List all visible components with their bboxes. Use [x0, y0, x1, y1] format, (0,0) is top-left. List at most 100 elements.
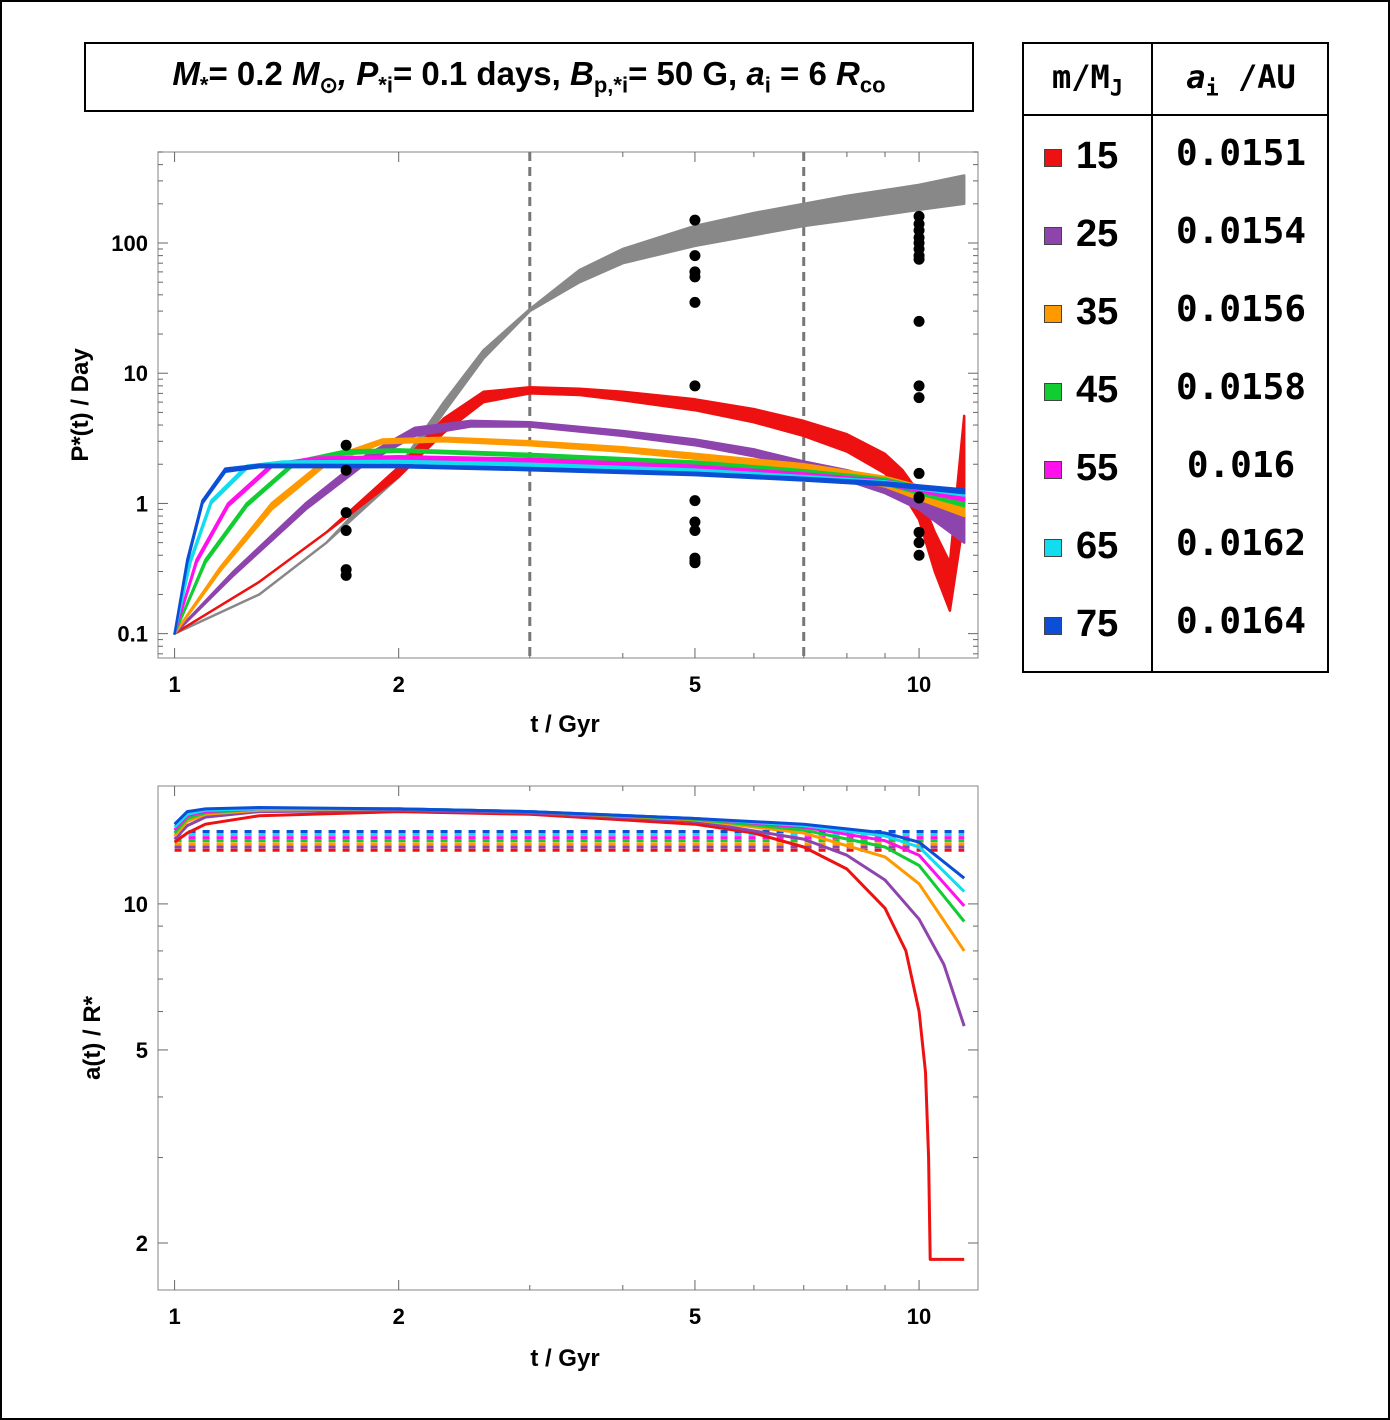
mass-legend-table: m/MJ ai /AU 15 0.0151 25 0.0154 35 0.0156 45 0.… — [1022, 42, 1329, 673]
title-r-sub: co — [859, 72, 886, 98]
stellar-spin-period-x-tick-label: 10 — [907, 672, 931, 697]
spin-band-25 — [173, 419, 966, 635]
observed-point — [913, 537, 925, 549]
parameter-title-box: M*= 0.2 M⊙, P*i= 0.1 days, Bp,*i= 50 G, … — [84, 42, 974, 112]
stellar-spin-period-x-axis-label: t / Gyr — [530, 711, 599, 738]
title-msun-sub: ⊙ — [319, 72, 338, 98]
legend-header-divider — [1024, 114, 1327, 116]
legend-mass-75: 75 — [1076, 603, 1119, 645]
observed-point — [340, 569, 352, 581]
observed-point — [689, 555, 701, 567]
title-a-value: = 6 — [770, 55, 837, 93]
observed-point — [913, 549, 925, 561]
title-msun: M — [291, 55, 320, 93]
stellar-spin-period-x-tick-label: 1 — [168, 672, 180, 697]
spin-band-75 — [173, 463, 966, 635]
observed-point — [340, 524, 352, 536]
legend-header-mass: m/MJ — [1024, 58, 1151, 101]
orbital-separation-x-tick-label: 2 — [393, 1304, 405, 1329]
observed-point — [913, 315, 925, 327]
legend-mass-15: 15 — [1076, 135, 1119, 177]
legend-mass-25: 25 — [1076, 213, 1119, 255]
legend-header-mass-text: m/M — [1051, 58, 1110, 96]
legend-mass-65: 65 — [1076, 525, 1119, 567]
separation-line-75 — [173, 806, 966, 880]
legend-swatch-35 — [1044, 305, 1062, 323]
legend-row-75: 75 0.0164 — [1024, 597, 1327, 657]
legend-mass-45: 45 — [1076, 369, 1119, 411]
observed-point — [340, 439, 352, 451]
title-b-value: = 50 G, — [628, 55, 747, 93]
observed-point — [913, 467, 925, 479]
orbital-separation-x-tick-label: 5 — [689, 1304, 701, 1329]
stellar-spin-period-y-tick-label: 100 — [111, 231, 148, 256]
stellar-spin-period-axes-frame — [157, 151, 979, 659]
title-p-sub: *i — [378, 72, 393, 98]
stellar-spin-period-y-axis-label: P*(t) / Day — [67, 348, 94, 462]
legend-ai-35: 0.0156 — [1175, 289, 1307, 330]
observed-point — [913, 253, 925, 265]
legend-swatch-25 — [1044, 227, 1062, 245]
observed-point — [913, 210, 925, 222]
legend-row-25: 25 0.0154 — [1024, 207, 1327, 267]
orbital-separation-x-tick-label: 10 — [907, 1304, 931, 1329]
observed-point — [913, 392, 925, 404]
separation-line-45 — [173, 807, 966, 923]
legend-row-65: 65 0.0162 — [1024, 519, 1327, 579]
stellar-spin-period-plot-area — [173, 152, 966, 658]
legend-swatch-55 — [1044, 461, 1062, 479]
observed-point — [689, 271, 701, 283]
legend-row-35: 35 0.0156 — [1024, 285, 1327, 345]
legend-mass-55: 55 — [1076, 447, 1119, 489]
observed-point — [689, 380, 701, 392]
legend-ai-75: 0.0164 — [1175, 601, 1307, 642]
orbital-separation-axes-frame — [157, 785, 979, 1291]
title-mstar: M — [172, 55, 200, 93]
legend-mass-35: 35 — [1076, 291, 1119, 333]
orbital-separation-y-tick-label: 10 — [124, 892, 148, 917]
legend-swatch-65 — [1044, 539, 1062, 557]
separation-line-15 — [173, 810, 965, 1261]
orbital-separation-x-tick-label: 1 — [168, 1304, 180, 1329]
title-a-symbol: a — [746, 55, 765, 93]
legend-ai-65: 0.0162 — [1175, 523, 1307, 564]
stellar-spin-period-y-tick-label: 0.1 — [117, 622, 148, 647]
title-mstar-value: = 0.2 — [208, 55, 292, 93]
legend-swatch-15 — [1044, 149, 1062, 167]
observed-point — [689, 296, 701, 308]
title-b-sub: p,*i — [593, 72, 629, 98]
legend-row-45: 45 0.0158 — [1024, 363, 1327, 423]
legend-header-ai-sub: i — [1205, 76, 1219, 102]
legend-row-15: 15 0.0151 — [1024, 129, 1327, 189]
legend-ai-25: 0.0154 — [1175, 211, 1307, 252]
stellar-spin-period-x-tick-label: 5 — [689, 672, 701, 697]
legend-ai-45: 0.0158 — [1175, 367, 1307, 408]
orbital-separation-y-axis-label: a(t) / R* — [79, 995, 106, 1080]
legend-header-ai-symbol: a — [1186, 58, 1206, 96]
stellar-spin-period-y-tick-label: 10 — [124, 361, 148, 386]
legend-ai-55: 0.016 — [1186, 445, 1296, 486]
observed-point — [340, 507, 352, 519]
observed-point — [689, 214, 701, 226]
separation-line-55 — [173, 807, 966, 907]
observed-point — [689, 524, 701, 536]
title-p-symbol: , P — [337, 55, 379, 93]
title-mstar-sub: * — [199, 72, 209, 98]
observed-point — [340, 464, 352, 476]
observed-point — [913, 491, 925, 503]
legend-header-ai: ai /AU — [1153, 58, 1329, 101]
gray-band — [173, 174, 966, 635]
stellar-spin-period-x-tick-label: 2 — [393, 672, 405, 697]
legend-header-mass-sub: J — [1109, 76, 1124, 102]
legend-swatch-45 — [1044, 383, 1062, 401]
legend-row-55: 55 0.016 — [1024, 441, 1327, 501]
spin-band-15 — [173, 386, 966, 635]
orbital-separation-plot: 1 2 5 10 2 5 10 t / Gyr a(t) / R* — [79, 785, 979, 1372]
orbital-separation-plot-area — [173, 806, 966, 1261]
title-b-symbol: B — [570, 55, 594, 93]
observed-point — [689, 495, 701, 507]
legend-column-divider — [1151, 44, 1153, 671]
observed-point — [913, 526, 925, 538]
